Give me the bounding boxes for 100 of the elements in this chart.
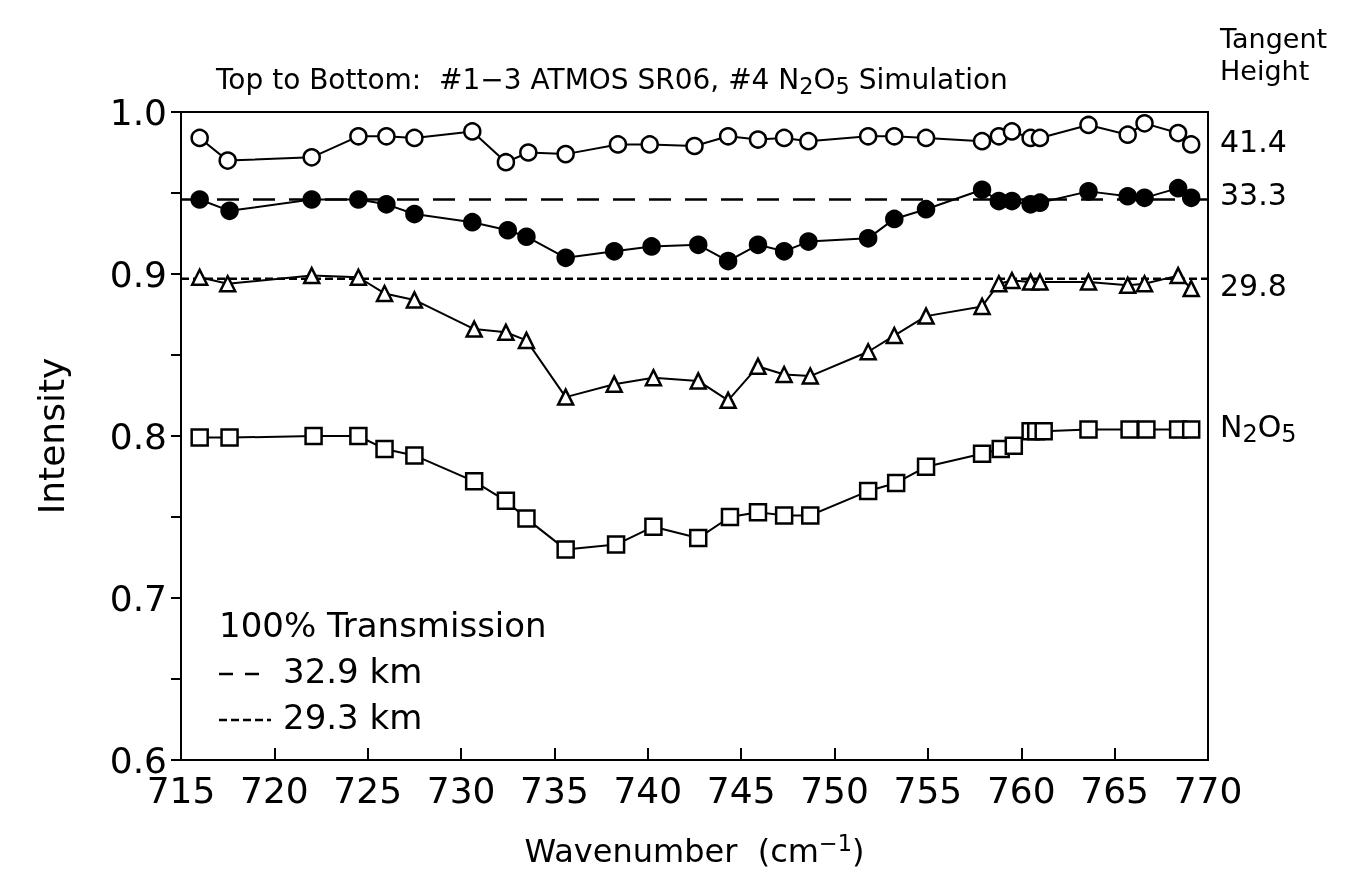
point [1030, 128, 1050, 148]
point [799, 232, 818, 251]
point [605, 375, 623, 393]
x-tick-label: 745 [706, 769, 776, 811]
point [916, 457, 936, 477]
x-tick-label: 735 [520, 769, 589, 811]
point [349, 268, 368, 286]
point [517, 227, 536, 246]
point [190, 428, 209, 447]
point [644, 368, 663, 387]
x-tick-label: 760 [986, 769, 1056, 811]
point [1034, 421, 1053, 441]
y-tick-label: 0.8 [109, 415, 167, 457]
x-tick-label: 725 [333, 769, 403, 811]
series-label: 33.3 [1220, 177, 1287, 213]
point [885, 326, 904, 345]
point [1120, 420, 1139, 439]
point [774, 242, 794, 261]
point [858, 127, 878, 146]
point [801, 367, 820, 385]
point [917, 307, 935, 325]
point [1079, 115, 1098, 135]
point [886, 473, 906, 493]
point [1168, 178, 1188, 198]
x-tick-label: 720 [240, 769, 309, 811]
point [775, 365, 793, 384]
point [405, 128, 424, 148]
series-label: 41.4 [1220, 123, 1287, 159]
x-tick-label: 755 [893, 769, 963, 811]
point [748, 502, 768, 522]
point [719, 391, 737, 410]
point [858, 481, 878, 501]
point [496, 491, 516, 511]
point [375, 439, 394, 459]
point [1079, 273, 1098, 291]
point [218, 274, 237, 293]
legend-label: 32.9 km [283, 651, 423, 691]
x-tick-label: 750 [800, 769, 869, 811]
point [302, 190, 321, 209]
point [556, 388, 575, 406]
point [916, 199, 936, 219]
point [1118, 276, 1137, 295]
y-tick-label: 0.7 [109, 577, 167, 619]
legend-title: Tangent Height [1219, 22, 1336, 86]
x-tick-label: 730 [426, 769, 496, 811]
point [1181, 135, 1201, 154]
point [1182, 279, 1200, 298]
point [1135, 114, 1154, 133]
point [916, 128, 936, 148]
point [190, 268, 209, 286]
point [1003, 271, 1021, 290]
point [302, 266, 321, 285]
y-tick-label: 1.0 [109, 91, 167, 133]
point [774, 506, 794, 525]
point [349, 127, 368, 146]
x-tick-label: 740 [613, 769, 683, 811]
point [405, 446, 424, 465]
point [1168, 123, 1188, 143]
point [749, 357, 767, 376]
y-tick-label: 0.9 [109, 253, 167, 295]
point [220, 428, 239, 447]
point [349, 426, 368, 446]
point [1137, 420, 1156, 439]
x-tick-label: 770 [1173, 769, 1243, 811]
point [220, 201, 239, 221]
point [718, 251, 738, 271]
point [377, 195, 396, 214]
point [517, 509, 536, 528]
point [689, 235, 708, 255]
point [302, 148, 321, 167]
point [1031, 273, 1049, 291]
point [1181, 420, 1201, 439]
point [519, 143, 538, 162]
point [1004, 436, 1024, 455]
point [990, 274, 1008, 293]
point [1079, 182, 1098, 201]
point [377, 127, 396, 146]
point [604, 242, 624, 261]
point [1002, 122, 1022, 141]
point [190, 128, 209, 148]
point [190, 190, 209, 209]
point [1002, 191, 1022, 211]
point [720, 507, 740, 527]
point [463, 122, 482, 141]
annotation: 100% Transmission [219, 605, 547, 645]
point [689, 372, 707, 390]
point [556, 248, 575, 268]
point [1118, 186, 1137, 206]
point [972, 131, 992, 151]
point [644, 517, 663, 536]
point [556, 144, 575, 164]
point [375, 284, 394, 303]
point [405, 291, 424, 309]
point [405, 204, 424, 224]
point [349, 190, 368, 209]
point [973, 297, 991, 316]
point [463, 212, 482, 232]
point [688, 528, 708, 548]
point [1181, 188, 1201, 208]
point [685, 136, 704, 156]
